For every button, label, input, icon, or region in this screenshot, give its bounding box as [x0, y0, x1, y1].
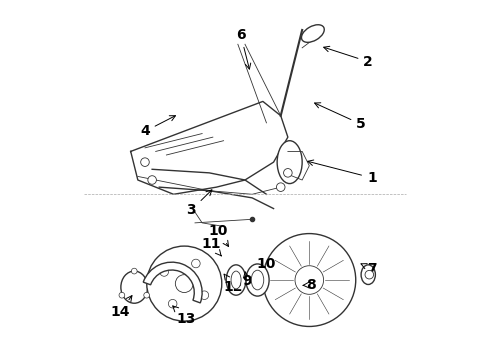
- Circle shape: [267, 244, 338, 316]
- Text: 8: 8: [303, 278, 316, 292]
- Circle shape: [148, 176, 156, 184]
- Text: 2: 2: [324, 46, 373, 69]
- Circle shape: [141, 158, 149, 166]
- Circle shape: [295, 266, 323, 294]
- Circle shape: [131, 268, 137, 274]
- Text: 13: 13: [173, 306, 196, 326]
- Ellipse shape: [246, 264, 269, 296]
- Text: 11: 11: [201, 237, 221, 256]
- Ellipse shape: [231, 271, 241, 289]
- Ellipse shape: [301, 25, 324, 42]
- Circle shape: [200, 291, 209, 300]
- Wedge shape: [143, 262, 202, 303]
- Ellipse shape: [226, 265, 246, 295]
- Circle shape: [276, 183, 285, 192]
- Text: 10: 10: [257, 257, 276, 270]
- Ellipse shape: [121, 271, 147, 303]
- Circle shape: [147, 246, 222, 321]
- Circle shape: [169, 300, 177, 308]
- Text: 10: 10: [209, 224, 228, 247]
- Text: 1: 1: [308, 160, 377, 185]
- Circle shape: [284, 168, 292, 177]
- Circle shape: [365, 270, 373, 279]
- Text: 5: 5: [315, 103, 366, 131]
- Text: 9: 9: [242, 271, 251, 288]
- Circle shape: [119, 292, 125, 298]
- Circle shape: [144, 292, 149, 298]
- Circle shape: [175, 275, 193, 293]
- Ellipse shape: [277, 141, 302, 184]
- Text: 3: 3: [187, 190, 212, 217]
- Text: 12: 12: [224, 274, 244, 294]
- Circle shape: [263, 234, 356, 327]
- Circle shape: [192, 259, 200, 268]
- Ellipse shape: [361, 265, 375, 284]
- Text: 6: 6: [236, 28, 251, 69]
- Text: 4: 4: [140, 116, 175, 138]
- Circle shape: [160, 268, 169, 276]
- Text: 7: 7: [361, 262, 377, 276]
- Ellipse shape: [251, 270, 264, 290]
- Text: 14: 14: [110, 296, 132, 319]
